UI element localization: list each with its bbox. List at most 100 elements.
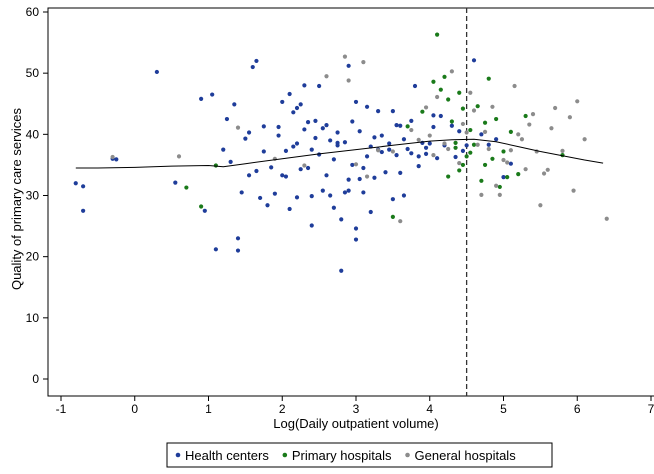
point-health-centers	[350, 119, 355, 124]
legend-box	[166, 442, 553, 468]
point-health-centers	[383, 170, 388, 175]
point-general-hospitals	[427, 133, 432, 138]
point-health-centers	[246, 130, 252, 135]
point-primary-hospitals	[523, 113, 528, 119]
y-tick-label: 0	[32, 372, 39, 386]
point-primary-hospitals	[497, 184, 502, 190]
point-health-centers	[261, 124, 266, 129]
point-primary-hospitals	[435, 32, 440, 37]
point-health-centers	[398, 170, 403, 175]
point-general-hospitals	[416, 137, 421, 142]
point-general-hospitals	[582, 137, 587, 142]
point-health-centers	[154, 69, 159, 75]
axes: -1 0 1 2 3 4 5 6 7 0 10 20 30 40 50 60	[26, 5, 654, 416]
point-health-centers	[269, 165, 274, 170]
x-tick-label: 3	[353, 402, 360, 416]
point-health-centers	[317, 83, 322, 89]
legend-label-primary-hospitals: Primary hospitals	[292, 448, 392, 463]
point-health-centers	[114, 157, 119, 162]
point-health-centers	[376, 108, 381, 114]
x-tick-label: 6	[574, 402, 581, 416]
point-health-centers	[412, 83, 418, 89]
point-health-centers	[353, 237, 359, 242]
point-primary-hospitals	[457, 168, 462, 173]
point-general-hospitals	[449, 69, 454, 74]
point-health-centers	[246, 173, 252, 178]
point-primary-hospitals	[438, 87, 443, 92]
point-health-centers	[287, 91, 292, 97]
point-health-centers	[394, 153, 399, 158]
x-tick-label: 2	[279, 402, 286, 416]
point-health-centers	[350, 162, 355, 168]
point-general-hospitals	[324, 74, 329, 79]
point-health-centers	[81, 184, 86, 189]
point-general-hospitals	[468, 90, 473, 95]
point-general-hospitals	[530, 112, 536, 117]
point-health-centers	[250, 64, 255, 70]
point-health-centers	[438, 113, 443, 119]
point-health-centers	[313, 118, 318, 123]
point-primary-hospitals	[468, 127, 473, 133]
point-health-centers	[320, 188, 325, 193]
point-general-hospitals	[553, 105, 558, 111]
point-health-centers	[409, 118, 414, 123]
point-general-hospitals	[494, 183, 499, 188]
point-primary-hospitals	[442, 74, 447, 79]
x-tick-label: 1	[205, 402, 212, 416]
point-primary-hospitals	[184, 185, 189, 190]
point-health-centers	[305, 165, 311, 171]
point-health-centers	[390, 108, 395, 114]
point-health-centers	[272, 191, 277, 196]
point-primary-hospitals	[482, 162, 488, 168]
point-general-hospitals	[512, 83, 517, 89]
point-primary-hospitals	[390, 214, 395, 220]
point-primary-hospitals	[453, 145, 458, 150]
point-general-hospitals	[549, 126, 554, 131]
point-health-centers	[405, 146, 410, 152]
x-tick-label: -1	[56, 402, 67, 416]
point-general-hospitals	[482, 129, 488, 134]
point-primary-hospitals	[460, 106, 466, 111]
point-health-centers	[464, 143, 469, 148]
point-general-hospitals	[604, 216, 609, 221]
point-primary-hospitals	[501, 149, 506, 154]
point-primary-hospitals	[479, 178, 484, 183]
point-general-hospitals	[501, 157, 506, 163]
point-health-centers	[280, 173, 285, 178]
point-health-centers	[239, 190, 244, 195]
point-primary-hospitals	[460, 162, 466, 168]
point-general-hospitals	[475, 142, 480, 147]
point-general-hospitals	[423, 105, 429, 110]
point-health-centers	[291, 110, 296, 115]
point-health-centers	[471, 58, 477, 63]
point-general-hospitals	[376, 148, 381, 153]
point-general-hospitals	[523, 167, 528, 172]
point-health-centers	[346, 63, 351, 68]
point-health-centers	[435, 156, 440, 161]
point-health-centers	[379, 149, 384, 155]
point-primary-hospitals	[468, 150, 473, 155]
point-health-centers	[294, 141, 300, 146]
point-health-centers	[486, 142, 491, 147]
point-general-hospitals	[575, 99, 580, 104]
point-health-centers	[387, 147, 392, 152]
point-health-centers	[342, 190, 348, 195]
point-general-hospitals	[527, 122, 532, 127]
y-tick-label: 20	[26, 250, 40, 264]
point-general-hospitals	[361, 60, 366, 65]
point-health-centers	[508, 161, 513, 166]
point-primary-hospitals	[431, 79, 436, 84]
point-general-hospitals	[435, 94, 440, 100]
point-health-centers	[302, 83, 307, 88]
point-health-centers	[409, 151, 414, 156]
point-health-centers	[342, 140, 348, 145]
point-health-centers	[431, 113, 436, 118]
point-health-centers	[431, 124, 436, 130]
point-primary-hospitals	[199, 204, 204, 209]
fit-line-layer	[75, 138, 604, 169]
point-health-centers	[265, 203, 270, 208]
point-primary-hospitals	[471, 142, 477, 147]
point-health-centers	[73, 181, 78, 186]
point-health-centers	[372, 135, 377, 140]
point-health-centers	[254, 168, 259, 174]
